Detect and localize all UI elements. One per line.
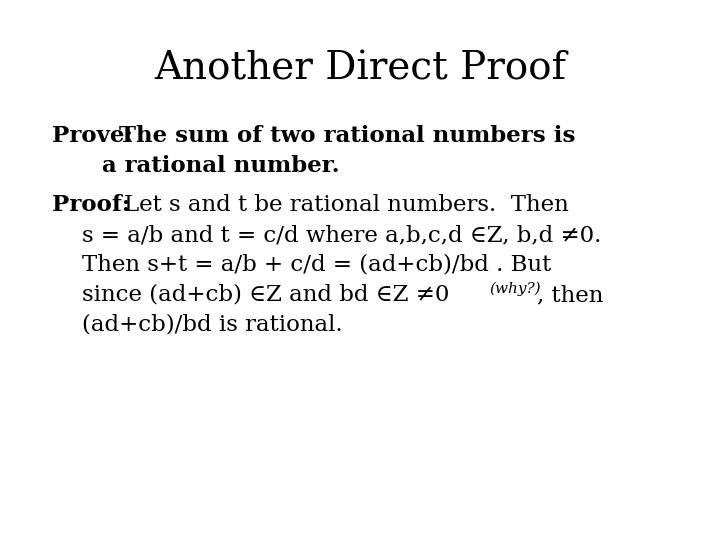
Text: Another Direct Proof: Another Direct Proof bbox=[154, 50, 566, 87]
Text: Prove:: Prove: bbox=[52, 125, 141, 147]
Text: a rational number.: a rational number. bbox=[102, 155, 340, 177]
Text: , then: , then bbox=[537, 284, 603, 306]
Text: Then s+t = a/b + c/d = (ad+cb)/bd . But: Then s+t = a/b + c/d = (ad+cb)/bd . But bbox=[82, 254, 552, 276]
Text: Proof:: Proof: bbox=[52, 194, 138, 216]
Text: (why?): (why?) bbox=[489, 282, 541, 296]
Text: s = a/b and t = c/d where a,b,c,d ∈Z, b,d ≠0.: s = a/b and t = c/d where a,b,c,d ∈Z, b,… bbox=[82, 224, 601, 246]
Text: Let s and t be rational numbers.  Then: Let s and t be rational numbers. Then bbox=[124, 194, 569, 216]
Text: (ad+cb)/bd is rational.: (ad+cb)/bd is rational. bbox=[82, 314, 343, 336]
Text: since (ad+cb) ∈Z and bd ∈Z ≠0: since (ad+cb) ∈Z and bd ∈Z ≠0 bbox=[82, 284, 456, 306]
Text: The sum of two rational numbers is: The sum of two rational numbers is bbox=[119, 125, 575, 147]
